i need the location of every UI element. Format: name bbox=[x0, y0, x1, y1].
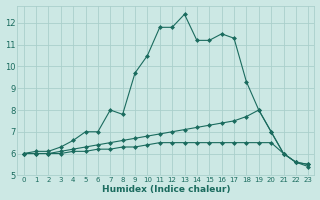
X-axis label: Humidex (Indice chaleur): Humidex (Indice chaleur) bbox=[102, 185, 230, 194]
